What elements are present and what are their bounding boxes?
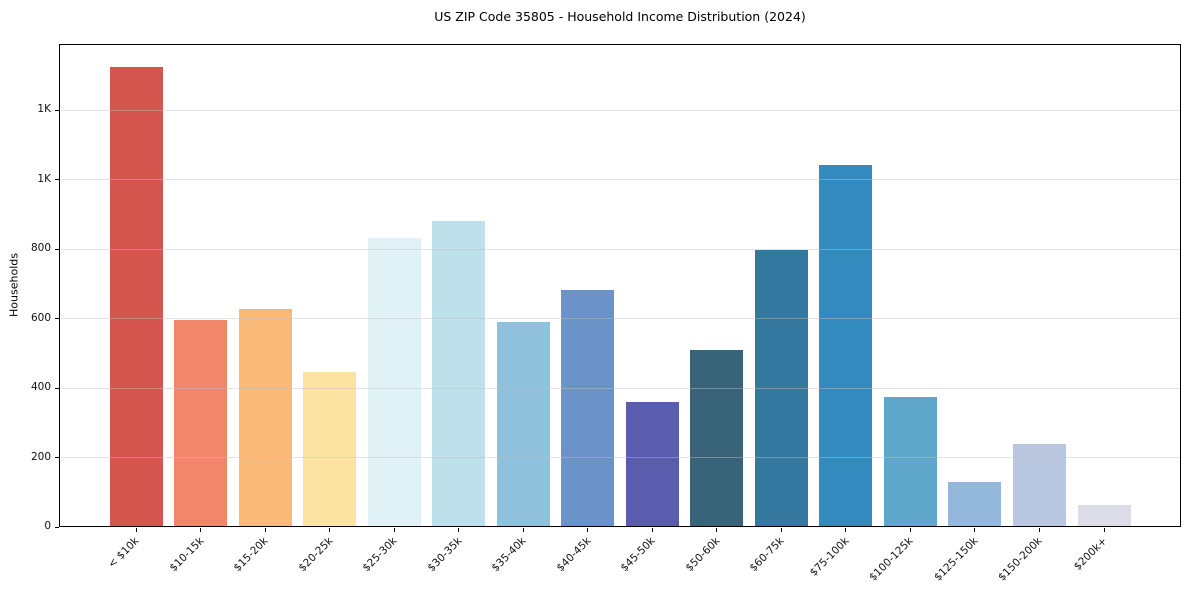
x-tick-mark [135,528,137,532]
y-tick-mark [55,109,59,111]
bar [625,401,679,527]
gridline [59,318,1181,320]
bar [303,372,357,527]
y-axis-label: Households [7,253,21,317]
y-tick-mark [55,387,59,389]
y-tick-mark [55,179,59,181]
gridline [59,457,1181,459]
x-tick-mark [1038,528,1040,532]
gridline [59,248,1181,250]
x-tick-mark [1103,528,1105,532]
bar [561,289,615,527]
bar [109,66,163,527]
bar [883,397,937,527]
x-tick-mark [264,528,266,532]
bar [367,238,421,527]
bar [432,221,486,527]
gridline [59,387,1181,389]
bar [174,320,228,527]
bar [238,309,292,527]
x-tick-mark [651,528,653,532]
y-tick-label: 1K [37,172,51,185]
x-tick-mark [329,528,331,532]
gridline [59,179,1181,181]
y-tick-label: 400 [30,381,51,394]
y-tick-mark [55,248,59,250]
y-tick-label: 800 [30,242,51,255]
x-tick-mark [780,528,782,532]
y-tick-label: 200 [30,450,51,463]
bar [754,250,808,527]
bar [1012,444,1066,527]
bar [1077,505,1131,527]
bar [496,322,550,527]
chart-title: US ZIP Code 35805 - Household Income Dis… [434,9,806,24]
y-tick-mark [55,318,59,320]
y-tick-label: 1K [37,103,51,116]
x-tick-label: < $10k [105,535,142,571]
x-tick-mark [716,528,718,532]
x-tick-mark [393,528,395,532]
x-tick-mark [909,528,911,532]
x-tick-mark [974,528,976,532]
bar [690,349,744,527]
bar [948,481,1002,527]
x-tick-mark [200,528,202,532]
bar [819,164,873,527]
y-tick-mark [55,457,59,459]
x-tick-mark [845,528,847,532]
gridline [59,109,1181,111]
x-tick-mark [522,528,524,532]
y-tick-label: 600 [30,311,51,324]
x-tick-mark [458,528,460,532]
x-tick-mark [587,528,589,532]
y-tick-label: 0 [44,520,51,532]
y-tick-mark [55,526,59,528]
